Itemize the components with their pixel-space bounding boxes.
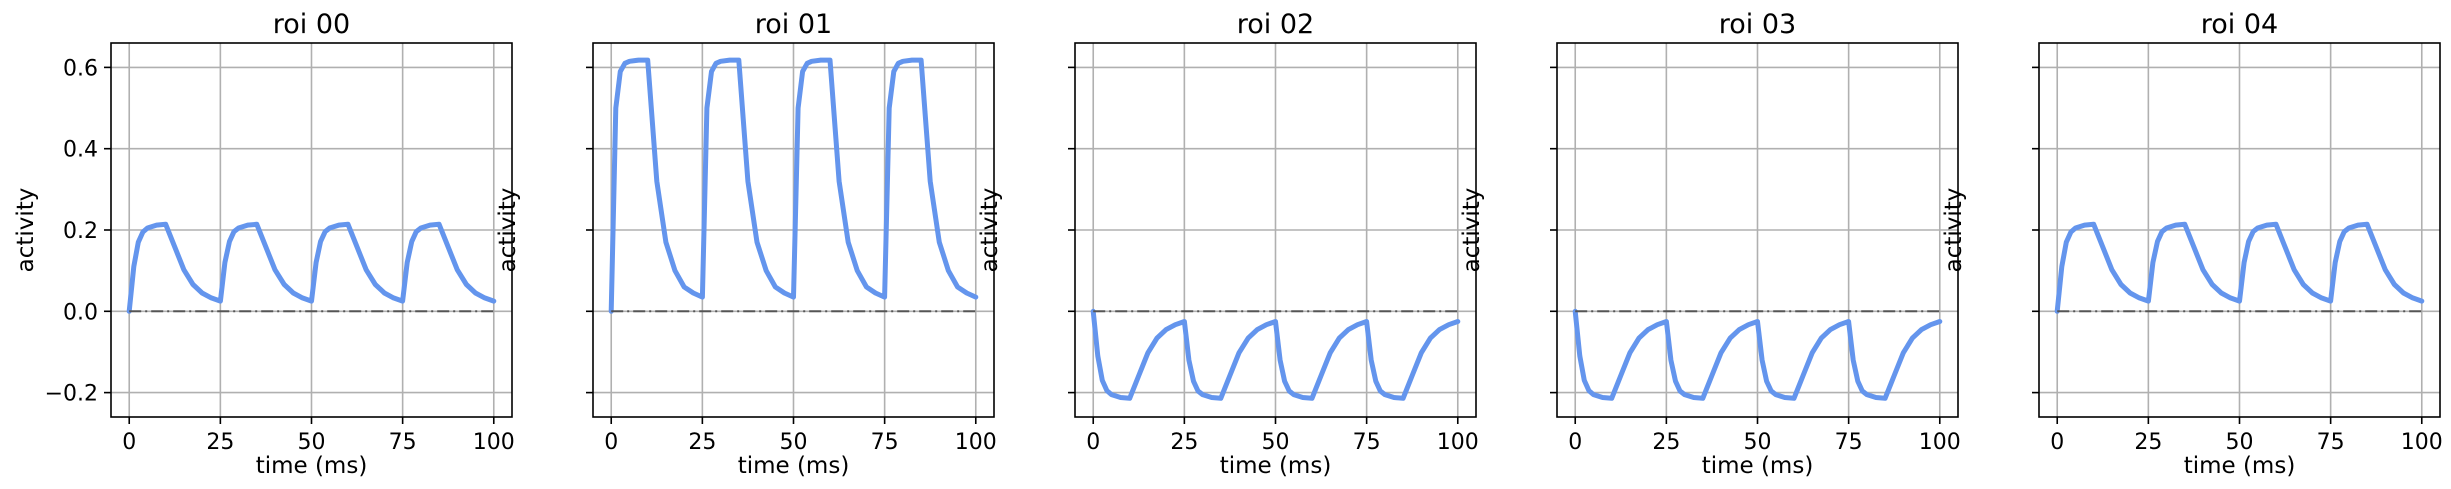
x-tick-label: 0 [122,430,136,455]
y-axis-label: activity [13,188,39,273]
x-tick-label: 0 [604,430,618,455]
x-tick-label: 25 [1170,430,1198,455]
x-tick-label: 0 [2050,430,2064,455]
x-tick-label: 75 [1835,430,1863,455]
activity-line [2054,221,2425,314]
x-tick-label: 50 [1262,430,1290,455]
chart-panel-4: 0 25 50 75 100 roi 04 time (ms) activity [1941,9,2443,479]
y-tick-label: 0.2 [63,219,98,244]
y-tick-label: −0.2 [45,382,98,407]
chart-title: roi 01 [755,9,832,40]
activity-line [1572,308,1943,401]
chart-title: roi 04 [2201,9,2278,40]
y-axis-label: activity [1459,188,1485,273]
activity-line [608,57,979,314]
activity-line [126,221,497,314]
y-tick-label: 0.4 [63,138,98,163]
x-tick-label: 100 [473,430,515,455]
x-tick-label: 50 [780,430,808,455]
x-tick-label: 75 [389,430,417,455]
x-tick-label: 0 [1568,430,1582,455]
x-tick-label: 75 [871,430,899,455]
chart-panel-1: 0 25 50 75 100 roi 01 time (ms) activity [495,9,997,479]
y-axis-label: activity [977,188,1003,273]
x-tick-label: 50 [1744,430,1772,455]
x-tick-label: 25 [1652,430,1680,455]
x-tick-label: 50 [298,430,326,455]
chart-title: roi 02 [1237,9,1314,40]
x-axis-label: time (ms) [2184,453,2296,479]
x-tick-label: 25 [688,430,716,455]
x-tick-label: 50 [2226,430,2254,455]
x-tick-label: 100 [955,430,997,455]
chart-panel-0: 0 25 50 75 100 −0.2 0.0 0.2 0.4 0.6 roi 00 time (ms… [13,9,515,479]
x-tick-label: 25 [206,430,234,455]
y-tick-label: 0.0 [63,300,98,325]
y-tick-label: 0.6 [63,56,98,81]
chart-panel-3: 0 25 50 75 100 roi 03 time (ms) activity [1459,9,1961,479]
activity-line [1090,308,1461,401]
x-axis-label: time (ms) [256,453,368,479]
y-axis-label: activity [1941,188,1967,273]
chart-title: roi 00 [273,9,350,40]
chart-title: roi 03 [1719,9,1796,40]
x-tick-label: 100 [1919,430,1961,455]
x-tick-label: 75 [2317,430,2345,455]
x-axis-label: time (ms) [738,453,850,479]
x-tick-label: 100 [1437,430,1479,455]
x-axis-label: time (ms) [1220,453,1332,479]
y-axis-label: activity [495,188,521,273]
x-tick-label: 25 [2134,430,2162,455]
x-tick-label: 100 [2401,430,2443,455]
x-axis-label: time (ms) [1702,453,1814,479]
x-tick-label: 75 [1353,430,1381,455]
x-tick-label: 0 [1086,430,1100,455]
chart-panel-2: 0 25 50 75 100 roi 02 time (ms) activity [977,9,1479,479]
